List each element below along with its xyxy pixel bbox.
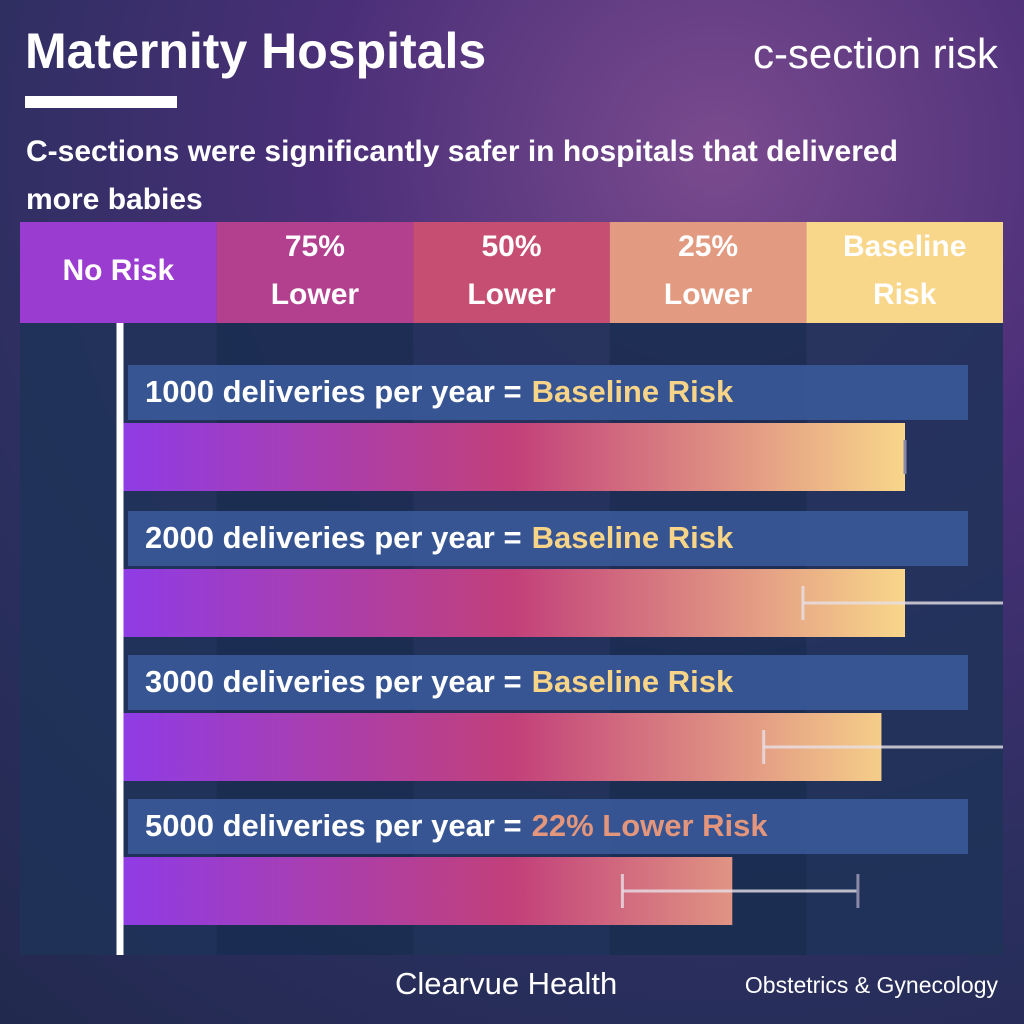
bar — [120, 569, 905, 637]
row-label-band — [128, 799, 968, 854]
department: Obstetrics & Gynecology — [744, 972, 998, 998]
header-band — [413, 222, 610, 323]
category-label: 1000 deliveries per year = — [145, 374, 522, 409]
header-band — [806, 222, 1003, 323]
x-tick-label: Baseline Risk — [843, 230, 966, 311]
subtitle: C-sections were significantly safer in h… — [26, 135, 898, 216]
row-label-band — [128, 365, 968, 420]
x-tick-label: 75% Lower — [271, 230, 360, 311]
row-label-band — [128, 655, 968, 710]
row-label: 3000 deliveries per year = Baseline Risk — [145, 664, 734, 699]
row-label: 5000 deliveries per year = 22% Lower Risk — [145, 808, 768, 843]
header-band — [609, 222, 807, 323]
x-tick-label: 25% Lower — [664, 230, 753, 311]
brand: Clearvue Health — [395, 966, 618, 1001]
bar — [120, 713, 882, 781]
header-band — [216, 222, 414, 323]
x-tick-label: No Risk — [62, 254, 174, 287]
header-band — [20, 222, 217, 323]
topic: c-section risk — [752, 30, 998, 77]
x-tick-label: 50% Lower — [467, 230, 556, 311]
category-label: 2000 deliveries per year = — [145, 520, 522, 555]
title-underline — [25, 96, 177, 108]
value-label: Baseline Risk — [532, 664, 734, 699]
value-label: Baseline Risk — [532, 520, 734, 555]
row-label-band — [128, 511, 968, 566]
category-label: 5000 deliveries per year = — [145, 808, 522, 843]
value-label: Baseline Risk — [532, 374, 734, 409]
value-label: 22% Lower Risk — [532, 808, 769, 843]
row-label: 1000 deliveries per year = Baseline Risk — [145, 374, 734, 409]
row-label: 2000 deliveries per year = Baseline Risk — [145, 520, 734, 555]
category-label: 3000 deliveries per year = — [145, 664, 522, 699]
bar — [120, 423, 905, 491]
title: Maternity Hospitals — [25, 23, 487, 79]
